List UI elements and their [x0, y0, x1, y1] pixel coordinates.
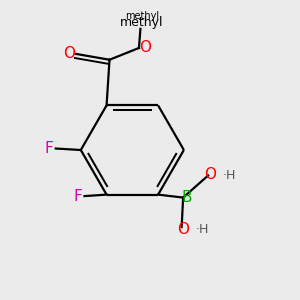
Text: methyl: methyl [120, 16, 164, 29]
Text: F: F [45, 141, 54, 156]
Text: ·H: ·H [223, 169, 236, 182]
Text: O: O [205, 167, 217, 182]
Text: O: O [63, 46, 75, 61]
Text: F: F [74, 189, 82, 204]
Text: methyl: methyl [125, 11, 159, 22]
Text: B: B [182, 190, 192, 205]
Text: O: O [177, 222, 189, 237]
Text: O: O [140, 40, 152, 55]
Text: ·H: ·H [196, 224, 209, 236]
